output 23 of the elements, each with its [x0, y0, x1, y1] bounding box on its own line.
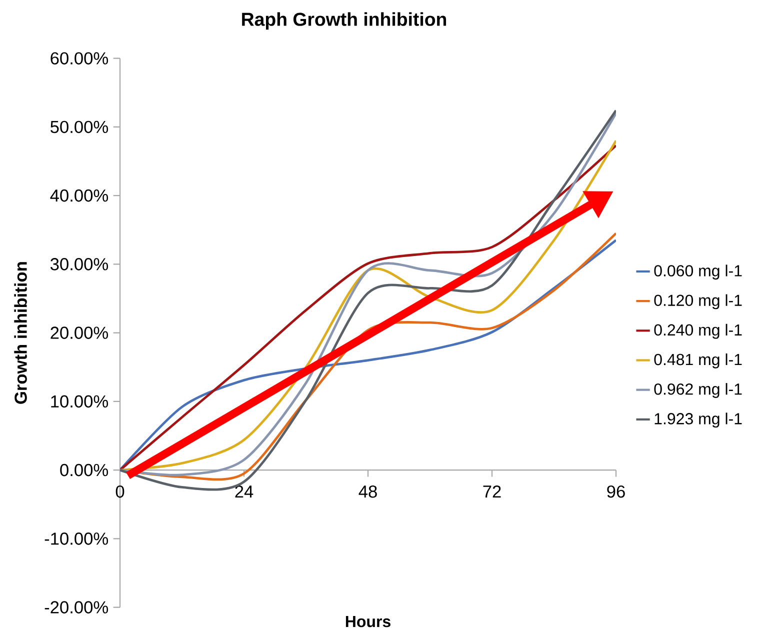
- legend-label: 0.481 mg l-1: [654, 353, 742, 368]
- y-tick-label: 60.00%: [50, 52, 108, 64]
- y-tick-label: -10.00%: [44, 532, 108, 545]
- x-tick-label: 72: [483, 485, 501, 498]
- y-tick-label: 30.00%: [50, 258, 108, 270]
- y-tick-label: -20.00%: [44, 601, 108, 614]
- y-tick-label: 10.00%: [51, 395, 108, 408]
- y-tick-label: 20.00%: [50, 326, 108, 339]
- x-tick-label: 96: [607, 485, 625, 498]
- x-tick-label: 48: [358, 485, 377, 498]
- legend-label: 0.120 mg l-1: [654, 294, 742, 310]
- legend-label: 0.962 mg l-1: [654, 383, 742, 398]
- y-tick-label: 50.00%: [50, 120, 108, 134]
- y-tick-label: 0.00%: [60, 464, 108, 476]
- legend-label: 0.240 mg l-1: [654, 324, 742, 339]
- y-axis-title: Growth inhibition: [14, 262, 27, 404]
- y-tick-label: 40.00%: [50, 189, 108, 202]
- chart-title: Raph Growth inhibition: [242, 12, 446, 30]
- x-tick-label: 24: [235, 485, 254, 498]
- legend-label: 0.060 mg l-1: [654, 264, 742, 280]
- x-axis-title: Hours: [346, 616, 390, 628]
- x-tick-label: 0: [116, 485, 124, 498]
- legend-label: 1.923 mg l-1: [654, 412, 742, 428]
